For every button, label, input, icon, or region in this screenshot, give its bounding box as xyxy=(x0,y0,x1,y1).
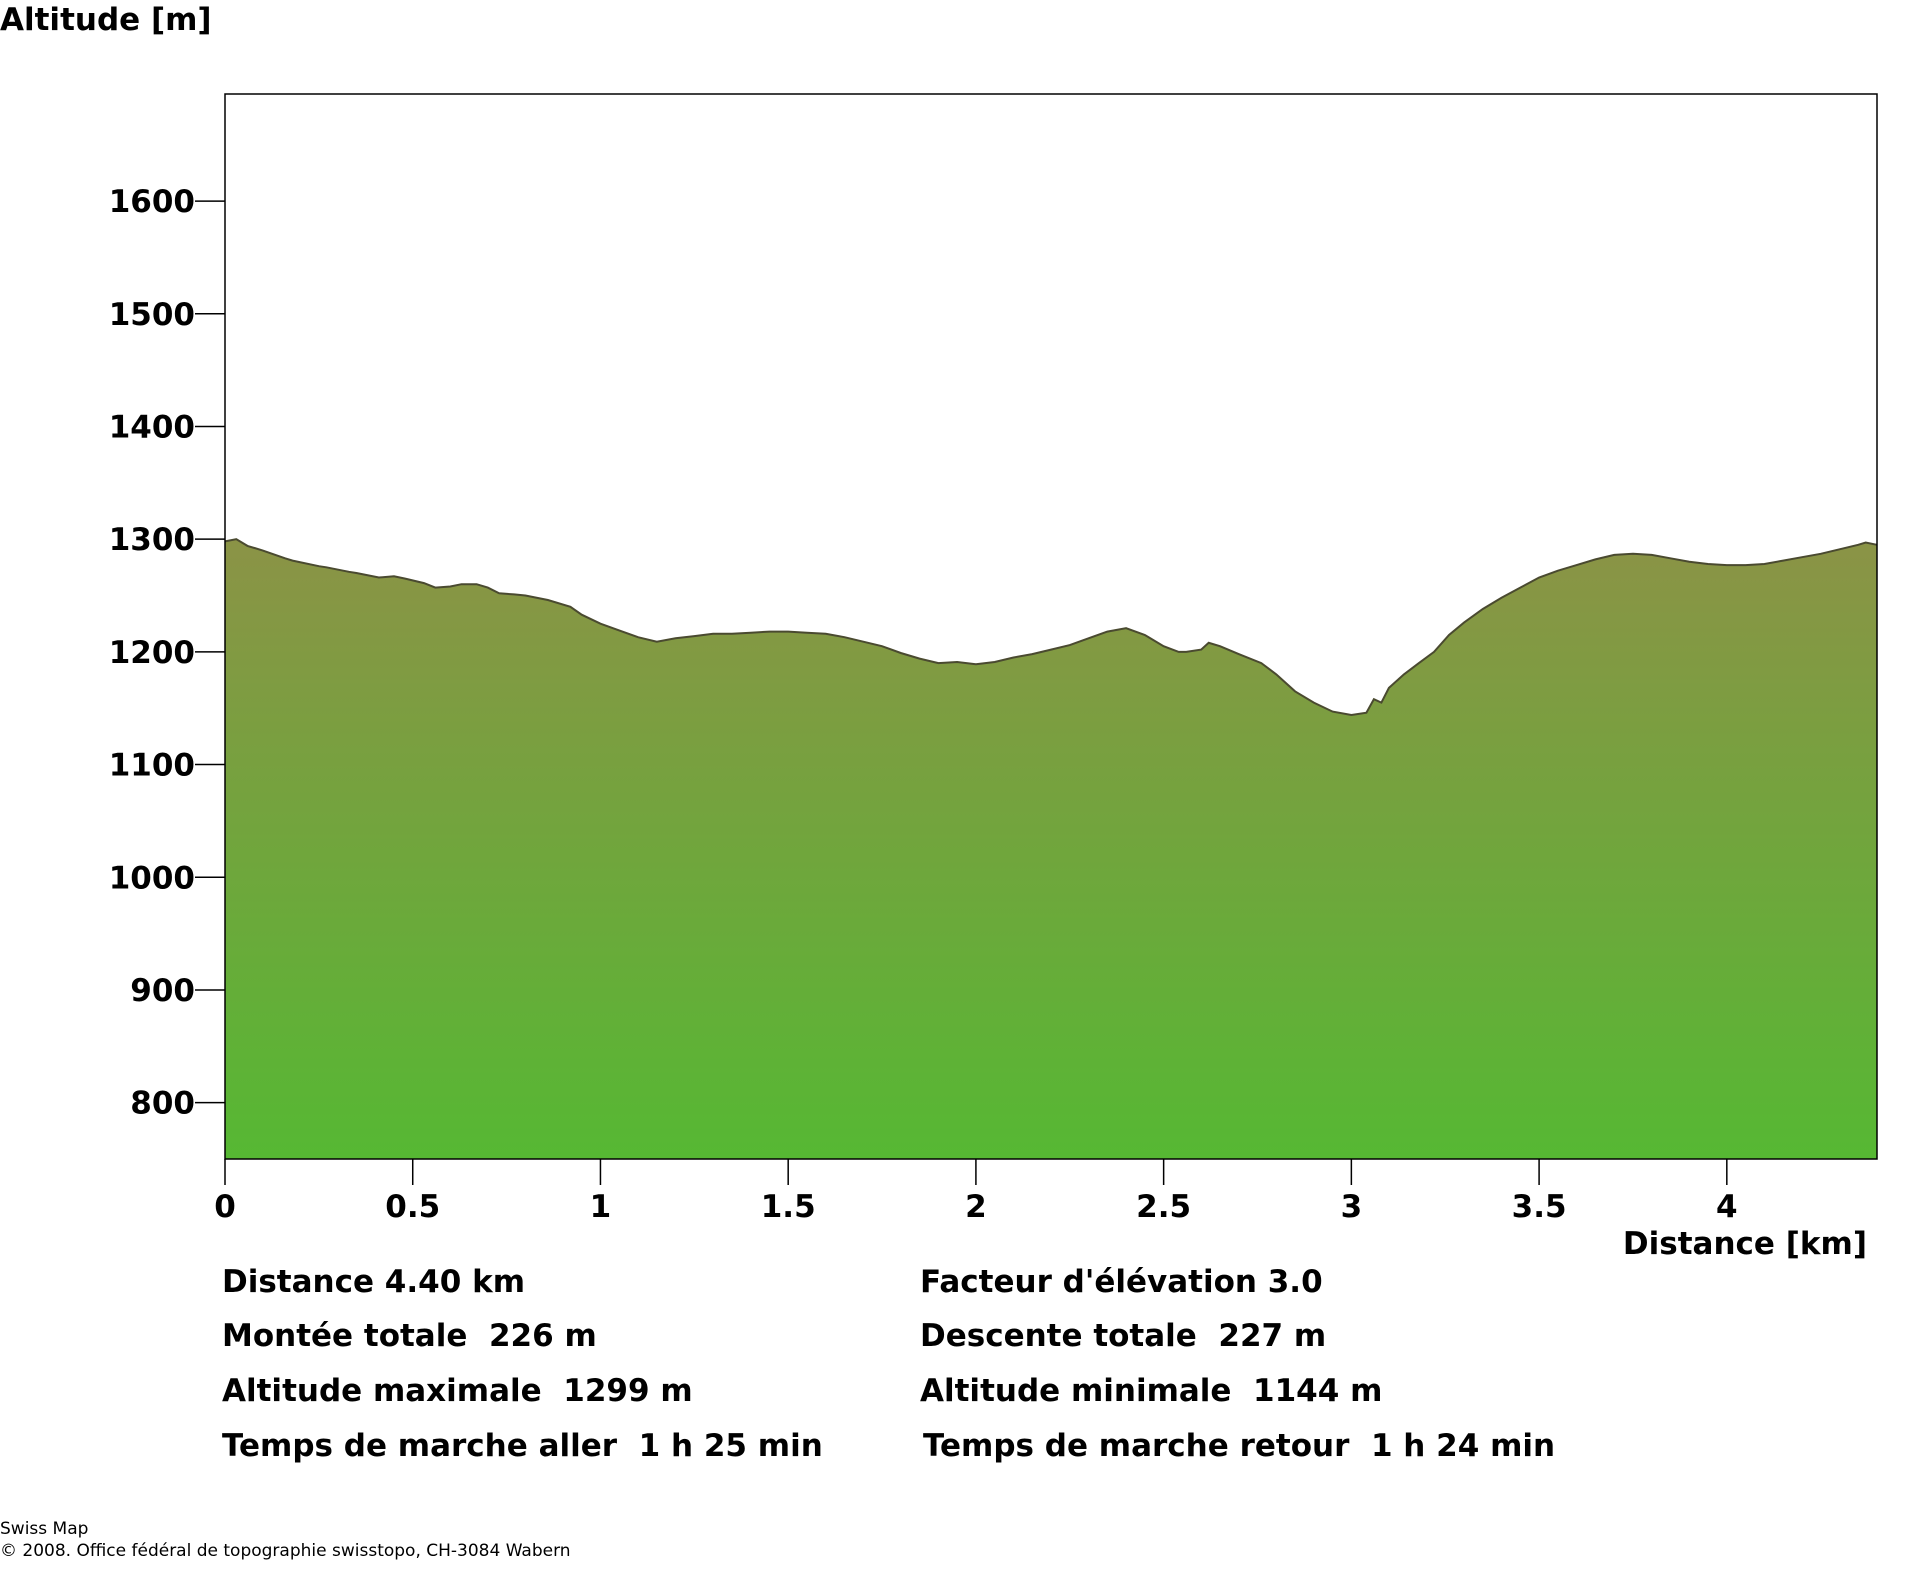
x-tick-label: 3 xyxy=(1341,1189,1363,1225)
x-tick-label: 2.5 xyxy=(1136,1189,1191,1225)
elevation-area xyxy=(225,539,1877,1159)
credit-copyright: © 2008. Office fédéral de topographie sw… xyxy=(0,1541,571,1561)
x-tick-label: 0 xyxy=(214,1189,236,1225)
y-tick-label: 1600 xyxy=(109,184,195,220)
x-tick-label: 0.5 xyxy=(385,1189,440,1225)
stat-total-descent: Descente totale 227 m xyxy=(920,1318,1327,1354)
x-tick-label: 1.5 xyxy=(761,1189,816,1225)
stat-time-return: Temps de marche retour 1 h 24 min xyxy=(923,1428,1556,1464)
copyright-credit: Swiss Map © 2008. Office fédéral de topo… xyxy=(0,1518,571,1562)
y-tick-label: 900 xyxy=(130,973,195,1009)
credit-source: Swiss Map xyxy=(0,1519,89,1539)
x-tick-label: 3.5 xyxy=(1512,1189,1567,1225)
stat-max-altitude: Altitude maximale 1299 m xyxy=(222,1373,693,1409)
y-tick-label: 1500 xyxy=(109,297,195,333)
y-tick-label: 1000 xyxy=(109,860,195,896)
stat-elevation-factor: Facteur d'élévation 3.0 xyxy=(920,1264,1323,1300)
x-tick-label: 1 xyxy=(590,1189,612,1225)
stat-min-altitude: Altitude minimale 1144 m xyxy=(920,1373,1383,1409)
y-tick-label: 1100 xyxy=(109,748,195,784)
elevation-line xyxy=(224,538,1878,717)
x-tick-label: 2 xyxy=(965,1189,987,1225)
y-tick-label: 1300 xyxy=(109,522,195,558)
x-axis-label: Distance [km] xyxy=(1623,1226,1867,1262)
plot-frame xyxy=(224,93,1878,1160)
y-axis-label: Altitude [m] xyxy=(0,2,212,38)
stat-total-ascent: Montée totale 226 m xyxy=(222,1318,597,1354)
y-tick-label: 800 xyxy=(130,1086,195,1122)
y-tick-label: 1400 xyxy=(109,409,195,445)
stat-time-outbound: Temps de marche aller 1 h 25 min xyxy=(222,1428,823,1464)
y-tick-label: 1200 xyxy=(109,635,195,671)
stat-distance: Distance 4.40 km xyxy=(222,1264,526,1300)
x-tick-label: 4 xyxy=(1716,1189,1738,1225)
